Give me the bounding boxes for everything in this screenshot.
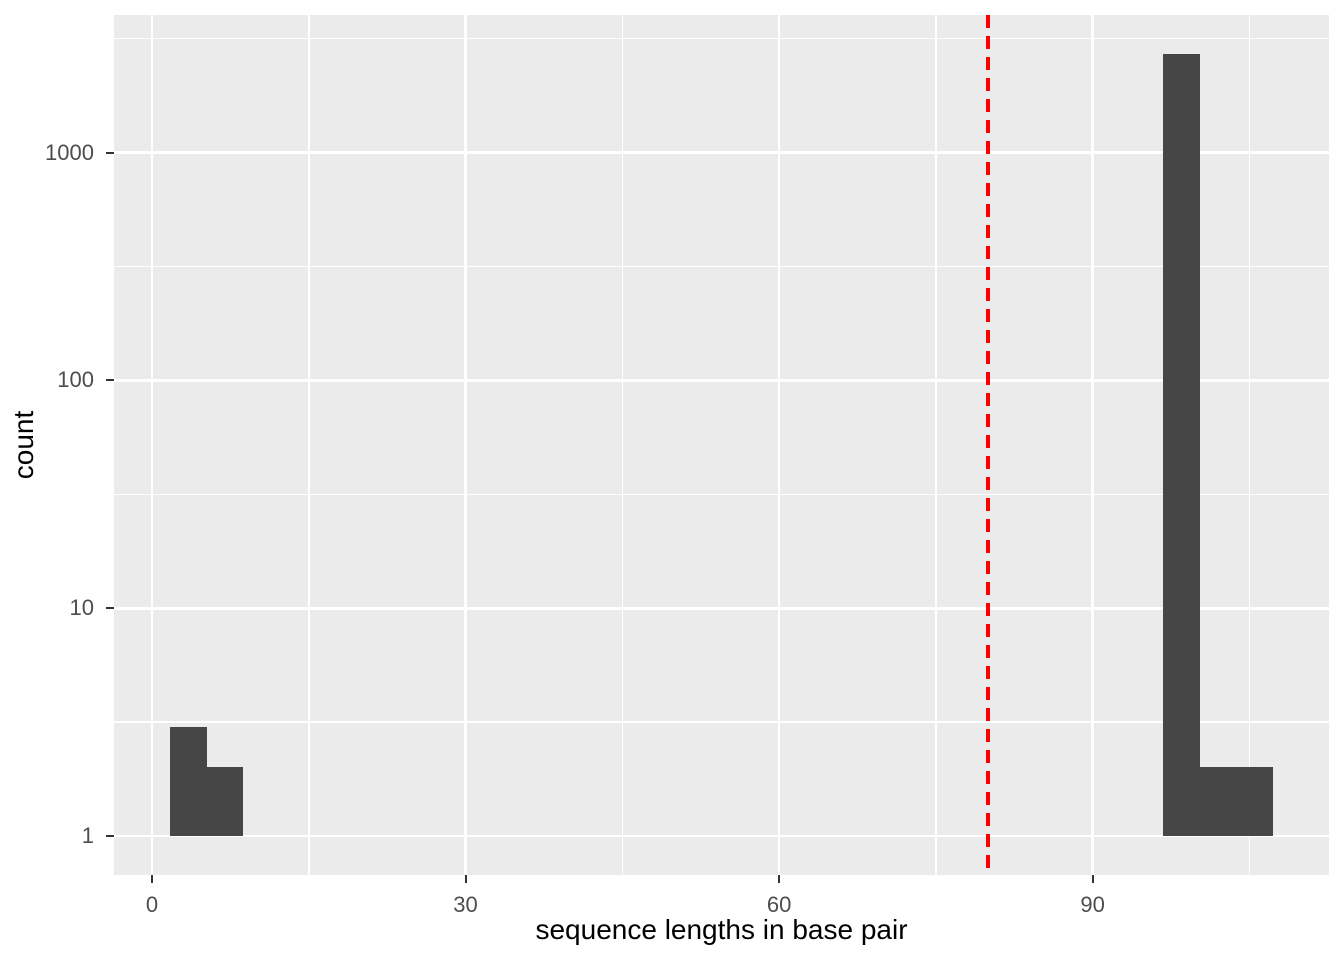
y-tick-mark — [106, 151, 114, 154]
y-tick-label: 1 — [81, 822, 94, 848]
x-tick-mark — [778, 875, 781, 883]
x-axis-title: sequence lengths in base pair — [535, 914, 908, 945]
x-tick-label: 60 — [766, 892, 792, 917]
y-tick-mark — [106, 379, 114, 382]
y-tick-mark — [106, 607, 114, 610]
grid-major-y — [114, 378, 1329, 382]
x-tick-label: 90 — [1080, 892, 1105, 917]
grid-minor-y — [114, 37, 1329, 40]
histogram-bar — [206, 767, 244, 836]
histogram-bar — [1163, 54, 1200, 836]
grid-minor-y — [114, 265, 1329, 268]
y-tick-label: 100 — [57, 367, 94, 393]
grid-major-y — [114, 151, 1329, 154]
y-tick-label: 10 — [69, 595, 94, 621]
grid-minor-x — [1248, 15, 1251, 875]
grid-minor-x — [308, 15, 310, 875]
y-tick-mark — [106, 834, 114, 837]
x-tick-mark — [151, 875, 154, 883]
histogram-bar — [1236, 767, 1273, 836]
y-tick-label: 1000 — [45, 139, 94, 165]
grid-minor-x — [935, 15, 937, 875]
x-tick-mark — [464, 875, 467, 883]
x-tick-label: 0 — [145, 892, 159, 917]
threshold-line — [986, 15, 990, 875]
x-tick-label: 30 — [453, 892, 478, 917]
x-tick-mark — [1091, 875, 1094, 883]
grid-major-x — [464, 15, 467, 875]
y-axis-title: count — [8, 410, 39, 480]
grid-minor-x — [621, 15, 624, 875]
grid-minor-y — [114, 493, 1329, 496]
grid-major-y — [114, 606, 1329, 610]
grid-major-x — [777, 15, 781, 875]
grid-major-x — [150, 15, 154, 875]
grid-major-y — [114, 834, 1329, 838]
histogram-bar — [170, 727, 207, 836]
grid-major-x — [1091, 15, 1094, 875]
plot-panel — [114, 15, 1329, 875]
histogram-bar — [1199, 767, 1237, 836]
grid-minor-y — [114, 721, 1329, 723]
